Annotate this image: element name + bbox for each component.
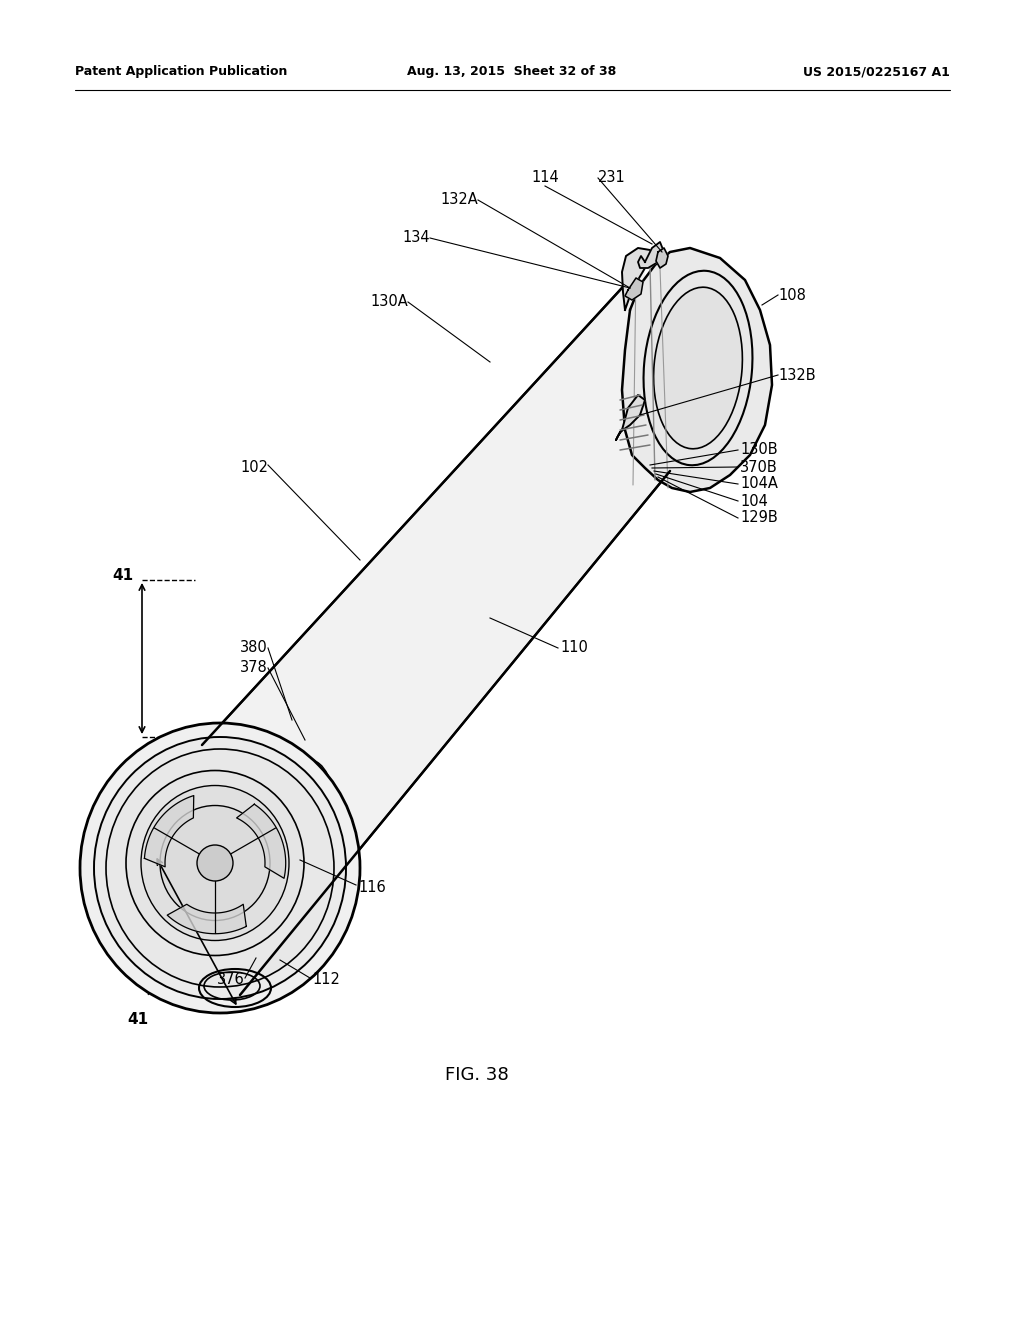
Ellipse shape <box>94 737 346 999</box>
Text: 116: 116 <box>358 880 386 895</box>
Polygon shape <box>622 248 772 492</box>
Polygon shape <box>144 796 194 867</box>
Polygon shape <box>656 248 668 268</box>
Text: Patent Application Publication: Patent Application Publication <box>75 66 288 78</box>
Polygon shape <box>622 248 655 310</box>
Text: 41: 41 <box>112 568 133 582</box>
Text: US 2015/0225167 A1: US 2015/0225167 A1 <box>803 66 950 78</box>
Text: 130A: 130A <box>371 294 408 309</box>
Text: 108: 108 <box>778 288 806 302</box>
Polygon shape <box>237 804 286 878</box>
Text: 132B: 132B <box>778 367 816 383</box>
Text: 110: 110 <box>560 640 588 656</box>
Text: 41: 41 <box>127 1012 148 1027</box>
Ellipse shape <box>197 845 233 880</box>
Text: 378: 378 <box>241 660 268 676</box>
Ellipse shape <box>160 805 270 920</box>
Text: 130B: 130B <box>740 442 777 458</box>
Text: 380: 380 <box>241 640 268 656</box>
Ellipse shape <box>141 785 289 940</box>
Text: 102: 102 <box>240 461 268 475</box>
Text: 104: 104 <box>740 494 768 508</box>
Polygon shape <box>202 265 670 995</box>
Ellipse shape <box>643 271 753 465</box>
Ellipse shape <box>653 288 742 449</box>
Ellipse shape <box>126 771 304 956</box>
Text: 112: 112 <box>312 973 340 987</box>
Polygon shape <box>616 395 645 440</box>
Text: 376: 376 <box>217 973 245 987</box>
Ellipse shape <box>106 748 334 987</box>
Text: Aug. 13, 2015  Sheet 32 of 38: Aug. 13, 2015 Sheet 32 of 38 <box>408 66 616 78</box>
Text: 134: 134 <box>402 231 430 246</box>
Polygon shape <box>638 242 664 268</box>
Text: 370B: 370B <box>740 459 778 474</box>
Text: 129B: 129B <box>740 511 778 525</box>
Text: 104A: 104A <box>740 477 778 491</box>
Ellipse shape <box>80 723 360 1012</box>
Text: 231: 231 <box>598 170 626 186</box>
Text: 132A: 132A <box>440 193 478 207</box>
Polygon shape <box>625 279 643 300</box>
Text: FIG. 38: FIG. 38 <box>445 1067 509 1084</box>
Polygon shape <box>167 904 246 933</box>
Text: 114: 114 <box>531 170 559 186</box>
